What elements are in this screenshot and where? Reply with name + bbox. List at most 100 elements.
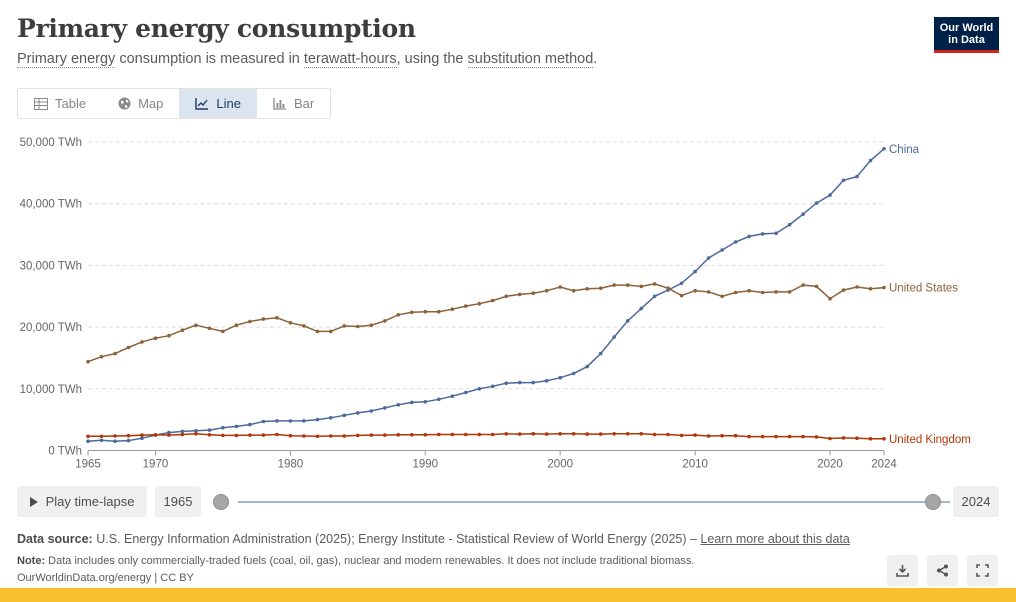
data-point-united-states <box>180 328 185 332</box>
play-timelapse-button[interactable]: Play time-lapse <box>17 486 147 517</box>
data-point-china <box>814 201 819 205</box>
data-point-china <box>99 438 104 443</box>
data-point-united-kingdom <box>383 433 387 437</box>
data-point-united-kingdom <box>275 432 279 437</box>
data-point-united-kingdom <box>814 435 819 439</box>
data-point-united-kingdom <box>598 432 603 436</box>
data-point-united-kingdom <box>666 432 670 437</box>
start-year-box[interactable]: 1965 <box>155 486 201 517</box>
data-point-united-kingdom <box>99 434 104 439</box>
data-point-united-kingdom <box>207 433 212 437</box>
data-point-united-states <box>652 282 657 286</box>
data-point-china <box>450 394 455 399</box>
data-point-united-states <box>167 333 171 338</box>
data-point-united-kingdom <box>194 432 198 436</box>
subtitle-term-primary-energy[interactable]: Primary energy <box>17 51 116 68</box>
subtitle-term-substitution-method[interactable]: substitution method <box>467 51 594 68</box>
data-point-united-kingdom <box>760 434 765 439</box>
data-point-china <box>801 212 805 216</box>
data-point-united-kingdom <box>140 433 144 437</box>
data-point-united-states <box>612 283 616 287</box>
share-button[interactable] <box>927 555 958 586</box>
tab-table[interactable]: Table <box>18 89 102 118</box>
data-point-united-kingdom <box>423 433 428 437</box>
timeline-start-handle[interactable] <box>213 494 229 510</box>
data-point-united-states <box>437 309 441 314</box>
bar-chart-icon <box>273 97 286 110</box>
end-year-box[interactable]: 2024 <box>953 486 999 517</box>
x-tick-label: 2000 <box>547 459 573 471</box>
x-tick-label: 2020 <box>817 459 843 471</box>
data-point-china <box>329 416 333 420</box>
series-label-united-states: United States <box>889 283 958 295</box>
data-point-china <box>625 319 630 323</box>
data-point-united-states <box>625 283 630 287</box>
data-point-united-states <box>868 287 873 291</box>
timeline-end-handle[interactable] <box>925 494 941 510</box>
data-point-china <box>423 400 428 404</box>
x-tick-label: 1970 <box>143 459 169 471</box>
data-point-united-kingdom <box>342 434 347 438</box>
data-point-china <box>787 222 792 227</box>
site-url[interactable]: OurWorldinData.org/energy | CC BY <box>17 572 194 584</box>
data-point-china <box>167 430 171 435</box>
y-tick-label: 20,000 TWh <box>20 322 82 334</box>
x-tick-label: 1990 <box>412 459 438 471</box>
data-point-united-states <box>410 310 414 315</box>
series-label-united-kingdom: United Kingdom <box>889 434 971 446</box>
data-point-united-states <box>774 290 778 294</box>
data-point-united-states <box>234 323 239 327</box>
series-line-united-states <box>87 283 885 363</box>
owid-logo[interactable]: Our World in Data <box>934 17 999 53</box>
data-point-united-states <box>275 316 279 320</box>
tab-line[interactable]: Line <box>179 89 257 118</box>
tab-bar[interactable]: Bar <box>257 89 330 118</box>
tab-label: Map <box>138 96 164 111</box>
data-point-china <box>531 380 535 385</box>
data-point-china <box>504 381 509 385</box>
fullscreen-button[interactable] <box>967 555 998 586</box>
data-point-united-kingdom <box>167 433 171 437</box>
data-point-china <box>720 248 724 252</box>
data-source-label: Data source: <box>17 532 93 546</box>
data-point-china <box>410 400 414 405</box>
data-point-united-states <box>882 285 886 290</box>
data-point-united-states <box>747 288 751 293</box>
data-point-united-kingdom <box>693 433 697 437</box>
data-point-united-kingdom <box>706 434 711 438</box>
data-point-china <box>679 281 684 286</box>
data-point-united-states <box>855 285 859 289</box>
data-point-united-states <box>828 296 832 301</box>
download-button[interactable] <box>887 555 918 586</box>
line-chart[interactable]: 0 TWh 10,000 TWh 20,000 TWh 30,000 TWh 40,00… <box>0 128 1016 478</box>
data-point-china <box>598 351 603 356</box>
data-point-united-states <box>261 317 266 321</box>
data-point-united-kingdom <box>625 432 630 436</box>
y-tick-label: 50,000 TWh <box>20 137 82 149</box>
data-point-china <box>221 425 225 430</box>
timeline-track[interactable] <box>238 501 950 503</box>
data-point-china <box>288 419 293 423</box>
data-point-united-states <box>814 284 819 289</box>
data-point-china <box>275 419 279 423</box>
data-point-united-states <box>490 298 495 303</box>
data-point-united-states <box>423 309 428 314</box>
subtitle-text: consumption is measured in <box>115 51 304 67</box>
data-point-united-states <box>86 359 90 364</box>
data-point-united-states <box>544 288 549 293</box>
data-point-united-states <box>517 292 522 297</box>
data-point-china <box>760 232 765 236</box>
data-point-united-kingdom <box>747 434 751 439</box>
subtitle-term-terawatt-hours[interactable]: terawatt-hours <box>303 51 397 68</box>
data-point-united-kingdom <box>113 434 117 438</box>
data-point-united-states <box>140 340 144 344</box>
expand-icon <box>976 564 989 577</box>
x-tick-label: 2010 <box>682 459 708 471</box>
data-point-united-states <box>558 285 562 289</box>
data-point-united-kingdom <box>180 432 185 437</box>
data-point-united-states <box>450 307 455 311</box>
data-point-china <box>383 406 387 410</box>
learn-more-link[interactable]: Learn more about this data <box>700 532 850 546</box>
data-point-china <box>706 256 711 260</box>
tab-map[interactable]: Map <box>102 89 179 118</box>
